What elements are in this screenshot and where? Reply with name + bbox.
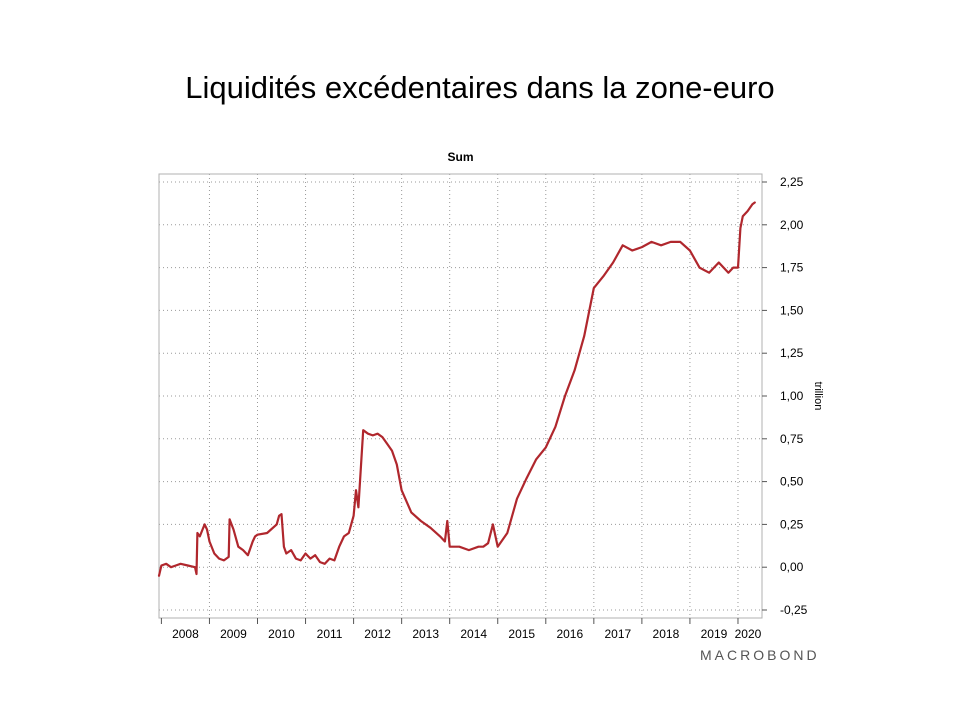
- x-tick-label: 2012: [364, 627, 391, 641]
- x-tick-label: 2014: [460, 627, 487, 641]
- slide-title: Liquidités excédentaires dans la zone-eu…: [185, 70, 775, 105]
- y-tick-label: 0,25: [780, 517, 804, 531]
- x-tick-label: 2017: [605, 627, 632, 641]
- y-axis-label: trillion: [812, 382, 824, 411]
- y-tick-label: 2,00: [780, 218, 804, 232]
- y-tick-label: -0,25: [780, 603, 808, 617]
- x-tick-label: 2020: [735, 627, 762, 641]
- series-layer: [157, 201, 756, 577]
- y-axis: 2,25 2,00 1,75 1,50 1,25 1,00 0,75 0,50 0,25 0,00…: [762, 175, 808, 617]
- x-tick-label: 2015: [508, 627, 535, 641]
- y-tick-label: 1,25: [780, 346, 804, 360]
- y-tick-label: 0,00: [780, 560, 804, 574]
- watermark-logo: MACROBOND: [700, 647, 820, 663]
- grid: [159, 174, 762, 618]
- chart-title: Sum: [447, 150, 473, 164]
- y-tick-label: 0,50: [780, 475, 804, 489]
- x-tick-label: 2009: [220, 627, 247, 641]
- y-tick-label: 1,50: [780, 303, 804, 317]
- x-tick-label: 2010: [268, 627, 295, 641]
- y-tick-label: 1,00: [780, 389, 804, 403]
- x-tick-label: 2016: [556, 627, 583, 641]
- y-tick-label: 2,25: [780, 175, 804, 189]
- x-axis: 2008 2009 2010 2011 2012 2013 2014 2015 2016 2017…: [160, 618, 762, 641]
- x-tick-label: 2018: [653, 627, 680, 641]
- series-line: [157, 201, 756, 577]
- x-tick-label: 2011: [317, 627, 343, 641]
- x-tick-label: 2013: [412, 627, 439, 641]
- y-tick-label: 0,75: [780, 432, 804, 446]
- x-tick-label: 2008: [172, 627, 199, 641]
- x-tick-label: 2019: [701, 627, 728, 641]
- y-tick-label: 1,75: [780, 261, 804, 275]
